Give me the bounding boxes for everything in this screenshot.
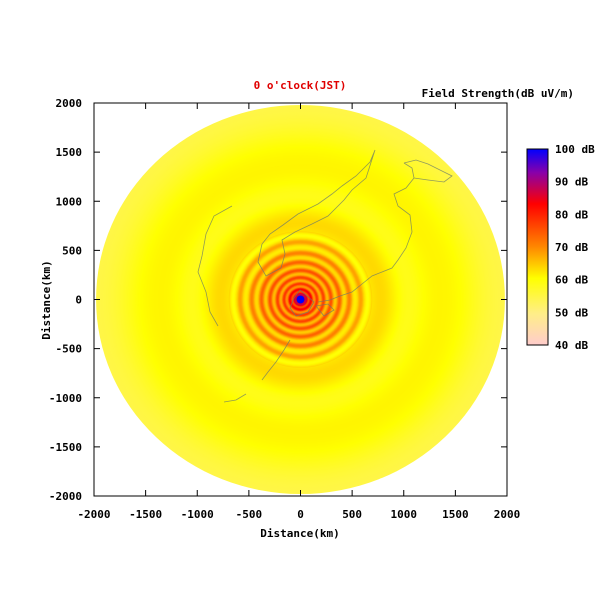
colorbar [526, 148, 549, 346]
y-tick-label: -1500 [49, 441, 82, 454]
colorbar-labels: 100 dB 90 dB 80 dB 70 dB 60 dB 50 dB 40 dB [555, 143, 595, 352]
y-tick-label: -2000 [49, 490, 82, 503]
colorbar-title: Field Strength(dB uV/m) [422, 87, 574, 100]
colorbar-label: 50 dB [555, 306, 588, 319]
y-tick-label: 1000 [56, 195, 83, 208]
colorbar-label: 60 dB [555, 274, 588, 287]
colorbar-label: 70 dB [555, 241, 588, 254]
y-tick-label: 500 [62, 244, 82, 257]
x-tick-label: -1000 [181, 508, 214, 521]
chart-title: 0 o'clock(JST) [254, 79, 347, 92]
x-axis-label: Distance(km) [260, 527, 339, 540]
field-strength-field [96, 104, 505, 495]
y-tick-label: 0 [75, 294, 82, 307]
transmitter-core [296, 295, 305, 304]
y-tick-label: 2000 [56, 97, 83, 110]
x-tick-label: 2000 [494, 508, 521, 521]
y-axis: 2000 1500 1000 500 0 -500 -1000 -1500 -2000 [49, 97, 507, 503]
x-tick-label: 0 [297, 508, 304, 521]
coastline-overlay [197, 149, 453, 403]
x-tick-label: -2000 [77, 508, 110, 521]
colorbar-label: 40 dB [555, 339, 588, 352]
x-tick-label: -500 [236, 508, 263, 521]
colorbar-label: 100 dB [555, 143, 595, 156]
colorbar-label: 80 dB [555, 208, 588, 221]
x-tick-label: 1000 [391, 508, 418, 521]
y-tick-label: 1500 [56, 146, 83, 159]
x-axis: -2000 -1500 -1000 -500 0 500 1000 1500 2000 [77, 103, 520, 521]
x-tick-label: 500 [342, 508, 362, 521]
y-axis-label: Distance(km) [40, 260, 53, 339]
colorbar-label: 90 dB [555, 176, 588, 189]
y-tick-label: -500 [56, 343, 83, 356]
y-tick-label: -1000 [49, 392, 82, 405]
x-tick-label: -1500 [129, 508, 162, 521]
x-tick-label: 1500 [442, 508, 469, 521]
